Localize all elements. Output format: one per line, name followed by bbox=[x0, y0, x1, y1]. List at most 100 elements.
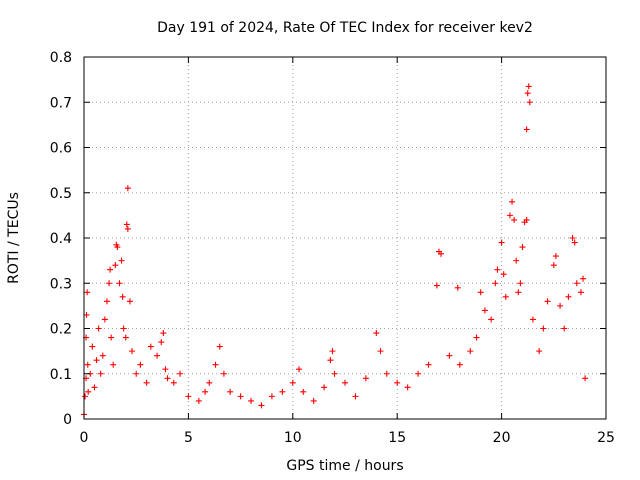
data-point bbox=[425, 361, 432, 368]
y-tick-label: 0.8 bbox=[50, 50, 72, 66]
x-tick-label: 5 bbox=[184, 430, 193, 446]
data-point bbox=[502, 293, 509, 300]
data-point bbox=[515, 289, 522, 296]
data-point bbox=[289, 379, 296, 386]
data-point bbox=[540, 325, 547, 332]
data-point bbox=[454, 284, 461, 291]
y-tick-label: 0.5 bbox=[50, 186, 72, 202]
data-point bbox=[99, 352, 106, 359]
data-point bbox=[481, 307, 488, 314]
data-point bbox=[517, 280, 524, 287]
data-point bbox=[477, 289, 484, 296]
data-point bbox=[118, 257, 125, 264]
data-point bbox=[123, 221, 130, 228]
data-point bbox=[498, 239, 505, 246]
data-point bbox=[577, 289, 584, 296]
data-point bbox=[185, 393, 192, 400]
data-point bbox=[122, 334, 129, 341]
x-tick-label: 0 bbox=[80, 430, 89, 446]
data-point bbox=[582, 375, 589, 382]
x-tick-label: 25 bbox=[597, 430, 615, 446]
data-point bbox=[227, 388, 234, 395]
data-point bbox=[394, 379, 401, 386]
data-point bbox=[107, 266, 114, 273]
data-point bbox=[383, 370, 390, 377]
data-point bbox=[467, 348, 474, 355]
data-point bbox=[95, 325, 102, 332]
data-point bbox=[137, 361, 144, 368]
data-point bbox=[160, 330, 167, 337]
y-tick-label: 0.7 bbox=[50, 95, 72, 111]
data-point bbox=[84, 361, 91, 368]
y-tick-label: 0.4 bbox=[50, 231, 72, 247]
data-point bbox=[571, 239, 578, 246]
grid bbox=[84, 57, 606, 419]
data-point bbox=[112, 262, 119, 269]
data-point bbox=[120, 325, 127, 332]
data-point bbox=[569, 235, 576, 241]
data-point bbox=[565, 293, 572, 300]
axis-ticks: 0 5 10 15 20 25 0 0.1 0.2 0.3 0.4 0.5 0.6 0.7 0.8 bbox=[50, 50, 615, 446]
data-point bbox=[321, 384, 328, 391]
y-tick-label: 0.3 bbox=[50, 276, 72, 292]
data-point bbox=[580, 275, 587, 282]
x-tick-label: 10 bbox=[284, 430, 302, 446]
data-point bbox=[296, 366, 303, 373]
data-point bbox=[552, 253, 559, 260]
data-point bbox=[557, 302, 564, 309]
data-point bbox=[561, 325, 568, 332]
data-point bbox=[103, 298, 110, 305]
y-tick-label: 0.1 bbox=[50, 367, 72, 383]
data-point bbox=[162, 366, 169, 373]
data-point bbox=[524, 90, 531, 97]
data-point bbox=[329, 348, 336, 355]
data-point bbox=[300, 388, 307, 395]
data-point bbox=[195, 397, 202, 404]
data-point bbox=[525, 83, 532, 90]
data-point bbox=[327, 357, 334, 364]
x-axis-label: GPS time / hours bbox=[286, 458, 403, 474]
data-point bbox=[268, 393, 275, 400]
data-point bbox=[415, 370, 422, 377]
data-point bbox=[133, 370, 140, 377]
y-tick-label: 0.6 bbox=[50, 141, 72, 157]
data-point bbox=[84, 289, 91, 296]
data-point bbox=[82, 393, 89, 400]
data-point bbox=[523, 126, 530, 133]
data-point bbox=[526, 99, 533, 106]
data-point bbox=[529, 316, 536, 323]
data-point bbox=[492, 280, 499, 287]
data-point bbox=[509, 198, 516, 205]
data-point bbox=[506, 212, 513, 219]
data-point bbox=[91, 384, 98, 391]
data-point bbox=[106, 280, 113, 287]
data-point bbox=[377, 348, 384, 355]
data-point bbox=[536, 348, 543, 355]
data-point bbox=[342, 379, 348, 386]
data-point bbox=[83, 311, 90, 318]
data-point bbox=[488, 316, 495, 323]
data-point bbox=[93, 357, 100, 364]
data-point bbox=[216, 343, 223, 350]
data-point bbox=[473, 334, 480, 341]
data-point bbox=[85, 388, 92, 395]
data-point bbox=[279, 388, 286, 395]
data-point bbox=[97, 370, 104, 377]
x-tick-label: 20 bbox=[493, 430, 511, 446]
data-point bbox=[206, 379, 213, 386]
data-point bbox=[433, 282, 440, 289]
data-point bbox=[143, 379, 150, 386]
data-point bbox=[310, 397, 317, 404]
x-tick-label: 15 bbox=[388, 430, 406, 446]
data-point bbox=[438, 250, 445, 257]
data-point bbox=[119, 293, 126, 300]
data-point bbox=[523, 216, 530, 223]
data-point bbox=[446, 352, 453, 359]
data-point bbox=[170, 379, 177, 386]
data-point bbox=[550, 262, 557, 269]
data-point bbox=[494, 266, 501, 273]
y-axis-label: ROTI / TECUs bbox=[6, 192, 22, 284]
data-point bbox=[116, 280, 123, 287]
data-point bbox=[89, 343, 96, 350]
